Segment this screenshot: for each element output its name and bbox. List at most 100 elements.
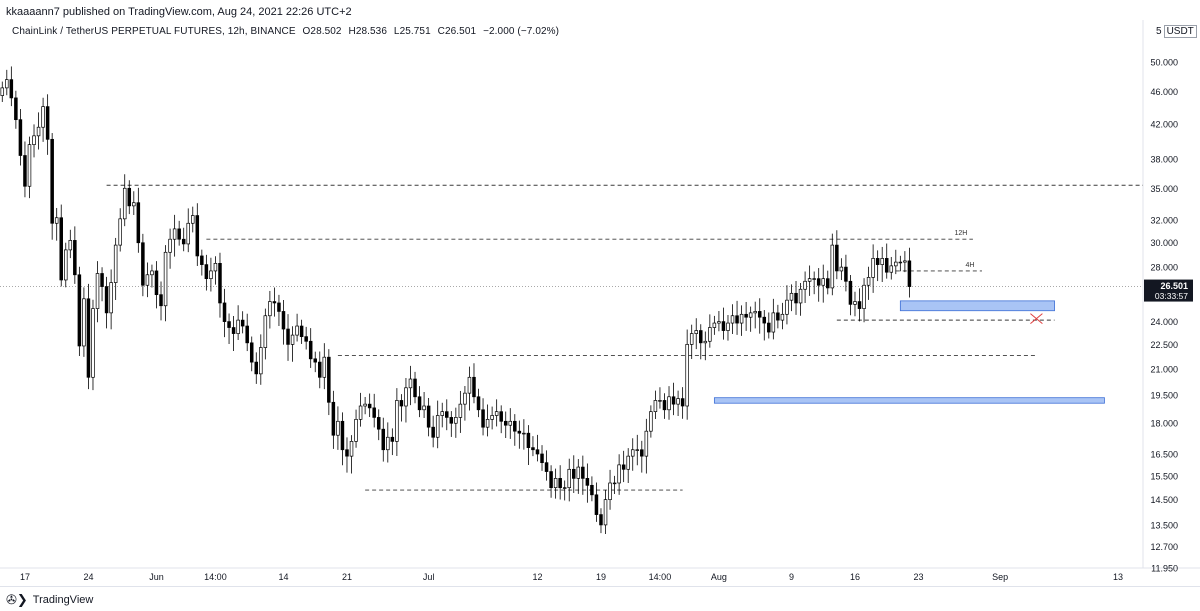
candle-up [798, 288, 803, 304]
candle-up [82, 298, 86, 347]
candle-down [327, 356, 331, 403]
candle-down [222, 302, 227, 322]
candle-up [603, 499, 608, 526]
time-tick-label: 12 [532, 572, 542, 582]
candle-down [218, 263, 222, 304]
candle-up [41, 106, 45, 128]
candle-down [449, 417, 454, 424]
candle-down [86, 298, 91, 378]
candle-up [485, 418, 490, 428]
footer-brand[interactable]: TradingView [32, 594, 94, 606]
price-tick-label: 13.500 [1150, 520, 1178, 530]
price-tick-label: 22.500 [1150, 340, 1178, 350]
candle-down [481, 409, 485, 428]
candle-up [880, 258, 884, 265]
level-label: 4H [966, 262, 975, 269]
candle-up [753, 311, 757, 314]
candle-up [739, 313, 744, 324]
ohlc-open: O28.502 [302, 26, 342, 37]
candle-up [903, 260, 907, 263]
candle-up [821, 278, 825, 286]
time-tick-label: Jul [423, 572, 435, 582]
candle-down [73, 240, 77, 276]
price-tick-label: 42.000 [1150, 119, 1178, 129]
candle-down [227, 321, 231, 328]
candle-down [340, 420, 345, 451]
time-tick-label: 14:00 [649, 572, 672, 582]
candle-up [812, 278, 816, 280]
candle-up [259, 347, 263, 375]
candle-up [354, 418, 358, 442]
price-tick-label: 14.500 [1150, 495, 1178, 505]
price-tick-label: 16.500 [1150, 449, 1178, 459]
candle-down [549, 471, 553, 489]
time-tick-label: Sep [992, 572, 1008, 582]
candle-down [585, 478, 590, 486]
candle-up [562, 487, 567, 489]
candle-up [213, 263, 218, 272]
invalidation-cross-icon [1030, 313, 1043, 325]
candle-down [372, 407, 376, 418]
candle-down [181, 238, 186, 245]
candle-up [667, 396, 671, 411]
publish-note: kkaaaann7 published on TradingView.com, … [6, 6, 352, 18]
price-tick-label: 35.000 [1150, 184, 1178, 194]
candle-up [32, 135, 36, 145]
time-tick-label: 17 [20, 572, 30, 582]
candle-down [77, 274, 82, 347]
candle-down [50, 138, 54, 224]
time-tick-label: 9 [789, 572, 794, 582]
candle-down [835, 244, 839, 272]
candle-down [848, 280, 853, 305]
symbol-name[interactable]: ChainLink / TetherUS PERPETUAL FUTURES, … [12, 26, 296, 37]
price-tick-label: 11.950 [1151, 564, 1178, 574]
candle-down [390, 436, 395, 442]
candle-up [726, 322, 730, 331]
candle-up [649, 411, 653, 432]
candle-up [889, 265, 894, 273]
candle-down [431, 426, 435, 438]
time-tick-label: 14:00 [204, 572, 227, 582]
candle-up [803, 280, 807, 290]
candle-up [644, 430, 649, 457]
candle-down [154, 270, 159, 296]
candle-up [408, 378, 413, 389]
candle-up [64, 249, 68, 281]
candle-down [594, 494, 599, 515]
candle-down [531, 447, 535, 451]
candle-down [100, 273, 104, 287]
candle-up [5, 79, 9, 89]
candle-up [95, 273, 100, 309]
candle-up [508, 420, 513, 426]
candle-down [413, 378, 417, 398]
candle-down [14, 97, 18, 121]
candle-up [467, 376, 472, 394]
level-label: 12H [954, 230, 967, 237]
candle-down [245, 325, 249, 344]
candle-down [445, 411, 449, 418]
candle-down [599, 514, 603, 526]
candle-down [399, 400, 404, 407]
footer: ✇❯ TradingView [6, 592, 93, 608]
candle-down [249, 342, 254, 363]
candle-up [458, 403, 463, 418]
candle-down [286, 328, 290, 345]
candle-down [735, 315, 739, 324]
candle-up [0, 87, 5, 96]
candle-up [694, 330, 698, 334]
candle-up [336, 420, 340, 436]
candle-up [576, 466, 581, 479]
candle-up [522, 432, 526, 435]
candle-up [717, 321, 721, 324]
candle-down [526, 432, 531, 448]
candle-up [689, 333, 694, 345]
candle-down [136, 202, 141, 244]
currency-selector[interactable]: 5 USDT [1156, 25, 1197, 38]
candle-down [476, 396, 481, 411]
time-tick-label: 14 [278, 572, 288, 582]
candle-up [494, 411, 499, 416]
candle-up [653, 400, 658, 413]
tradingview-logo-icon[interactable]: ✇❯ [6, 592, 28, 607]
price-tick-label: 30.000 [1150, 238, 1178, 248]
